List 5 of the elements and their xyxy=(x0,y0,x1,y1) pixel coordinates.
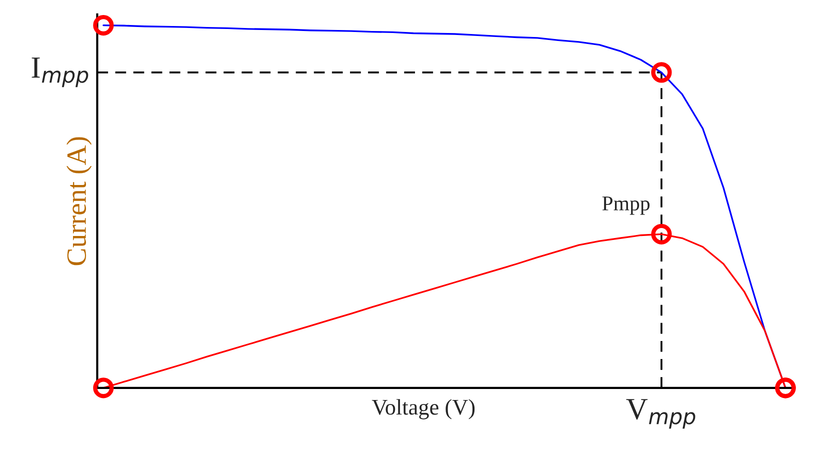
x-axis-title: Voltage (V) xyxy=(372,399,475,420)
text: V$_{mpp}$ xyxy=(626,399,696,429)
y-axis-title: Current (A) xyxy=(66,137,92,266)
ref-line-label: I$_{mpp}$ xyxy=(32,58,88,88)
annotation: Pmpp xyxy=(602,196,650,215)
